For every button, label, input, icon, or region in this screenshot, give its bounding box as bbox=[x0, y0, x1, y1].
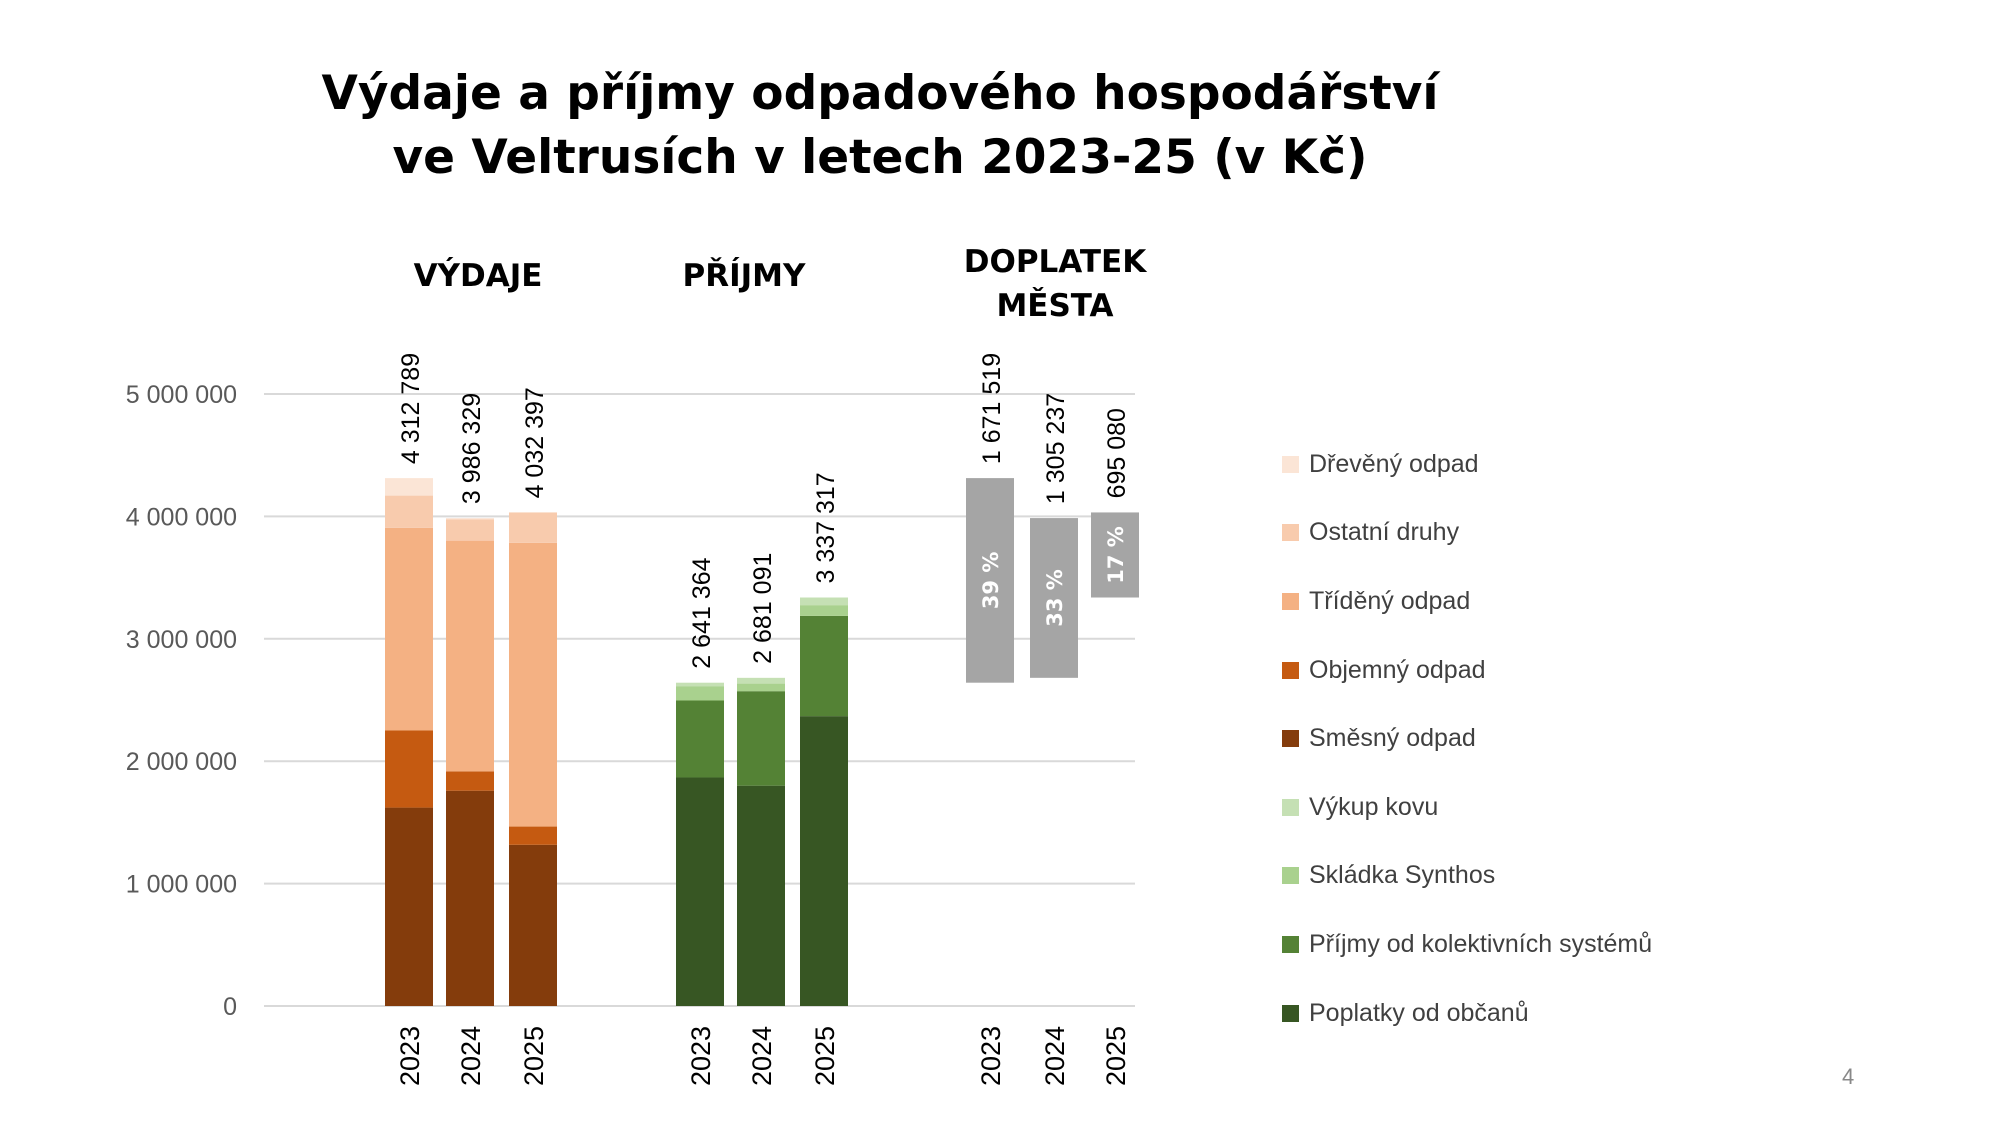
bar-total-label: 2 641 364 bbox=[688, 557, 716, 668]
x-tick-label: 2025 bbox=[519, 1026, 549, 1086]
bar-segment-poplatky-od-občanů bbox=[800, 716, 848, 1006]
bar-total-label: 4 312 789 bbox=[397, 353, 425, 464]
bar-total-label: 4 032 397 bbox=[521, 387, 549, 498]
bar-segment-příjmy-od-kolektivních-systémů bbox=[676, 700, 724, 778]
legend-label: Tříděný odpad bbox=[1309, 586, 1471, 615]
bar-segment-příjmy-od-kolektivních-systémů bbox=[800, 615, 848, 717]
bar-segment-poplatky-od-občanů bbox=[676, 777, 724, 1006]
chart-legend: Dřevěný odpad Ostatní druhy Tříděný odpad O… bbox=[1282, 430, 1652, 1047]
y-tick-label: 3 000 000 bbox=[126, 626, 237, 654]
bar-segment-objemný-odpad bbox=[446, 771, 494, 791]
chart-title-line-1: Výdaje a příjmy odpadového hospodářství bbox=[321, 66, 1439, 121]
chart-title-line-2: ve Veltrusích v letech 2023-25 (v Kč) bbox=[392, 130, 1368, 185]
section-header-doplatek-line-1: DOPLATEK bbox=[963, 244, 1147, 280]
bar-segment-skládka-synthos bbox=[737, 683, 785, 692]
y-tick-label: 5 000 000 bbox=[126, 381, 237, 409]
legend-label: Dřevěný odpad bbox=[1309, 449, 1479, 478]
bar-segment-objemný-odpad bbox=[509, 826, 557, 845]
legend-label: Poplatky od občanů bbox=[1309, 998, 1529, 1027]
x-tick-label: 2025 bbox=[1101, 1026, 1131, 1086]
section-header-doplatek: DOPLATEK MĚSTA bbox=[935, 240, 1175, 328]
x-tick-label: 2024 bbox=[747, 1026, 777, 1086]
legend-swatch bbox=[1282, 730, 1299, 748]
bar-segment-tříděný-odpad bbox=[509, 542, 557, 827]
bar-segment-poplatky-od-občanů bbox=[737, 785, 785, 1006]
legend-swatch bbox=[1282, 1004, 1299, 1022]
section-header-doplatek-line-2: MĚSTA bbox=[996, 288, 1114, 324]
legend-swatch bbox=[1282, 524, 1299, 542]
bar-segment-výkup-kovu bbox=[676, 682, 724, 687]
legend-item: Skládka Synthos bbox=[1282, 842, 1652, 911]
x-tick-label: 2023 bbox=[395, 1026, 425, 1086]
bar-percent-label: 39 % bbox=[979, 552, 1003, 610]
bar-percent-label: 17 % bbox=[1104, 526, 1128, 584]
legend-swatch bbox=[1282, 798, 1299, 816]
bar-segment-výkup-kovu bbox=[800, 597, 848, 606]
legend-item: Poplatky od občanů bbox=[1282, 979, 1652, 1048]
bar-total-label: 695 080 bbox=[1103, 408, 1131, 498]
page-number: 4 bbox=[1842, 1064, 1855, 1089]
legend-item: Tříděný odpad bbox=[1282, 567, 1652, 636]
legend-swatch bbox=[1282, 661, 1299, 679]
bar-segment-dřevěný-odpad bbox=[385, 478, 433, 496]
bar-segment-objemný-odpad bbox=[385, 730, 433, 808]
legend-item: Objemný odpad bbox=[1282, 636, 1652, 705]
bar-percent-label: 33 % bbox=[1043, 569, 1067, 627]
legend-label: Směsný odpad bbox=[1309, 724, 1476, 753]
legend-swatch bbox=[1282, 592, 1299, 610]
y-tick-label: 4 000 000 bbox=[126, 503, 237, 531]
y-tick-label: 1 000 000 bbox=[126, 871, 237, 899]
x-tick-label: 2024 bbox=[1040, 1026, 1070, 1086]
bar-total-label: 2 681 091 bbox=[749, 553, 777, 664]
bar-segment-ostatní-druhy bbox=[509, 512, 557, 543]
legend-swatch bbox=[1282, 867, 1299, 885]
legend-label: Příjmy od kolektivních systémů bbox=[1309, 929, 1653, 958]
legend-label: Skládka Synthos bbox=[1309, 861, 1496, 890]
chart-title: Výdaje a příjmy odpadového hospodářství … bbox=[280, 62, 1480, 190]
y-tick-label: 0 bbox=[223, 993, 237, 1021]
x-tick-label: 2024 bbox=[456, 1026, 486, 1086]
bar-doplatek bbox=[1030, 518, 1078, 678]
bar-segment-výkup-kovu bbox=[737, 677, 785, 684]
bar-total-label: 1 305 237 bbox=[1042, 393, 1070, 504]
legend-item: Ostatní druhy bbox=[1282, 499, 1652, 568]
y-tick-label: 2 000 000 bbox=[126, 748, 237, 776]
legend-swatch bbox=[1282, 455, 1299, 473]
x-tick-label: 2025 bbox=[810, 1026, 840, 1086]
legend-swatch bbox=[1282, 935, 1299, 953]
bar-segment-směsný-odpad bbox=[509, 844, 557, 1006]
bar-segment-dřevěný-odpad bbox=[446, 518, 494, 520]
legend-item: Směsný odpad bbox=[1282, 704, 1652, 773]
section-header-prijmy: PŘÍJMY bbox=[682, 258, 806, 294]
bar-segment-tříděný-odpad bbox=[385, 527, 433, 731]
legend-item: Výkup kovu bbox=[1282, 773, 1652, 842]
legend-item: Dřevěný odpad bbox=[1282, 430, 1652, 499]
bar-segment-ostatní-druhy bbox=[385, 495, 433, 528]
bar-total-label: 3 337 317 bbox=[812, 472, 840, 583]
bar-segment-směsný-odpad bbox=[446, 790, 494, 1006]
x-tick-label: 2023 bbox=[976, 1026, 1006, 1086]
legend-item: Příjmy od kolektivních systémů bbox=[1282, 910, 1652, 979]
bar-segment-tříděný-odpad bbox=[446, 540, 494, 772]
legend-label: Výkup kovu bbox=[1309, 792, 1439, 821]
bar-total-label: 3 986 329 bbox=[458, 393, 486, 504]
bar-total-label: 1 671 519 bbox=[978, 353, 1006, 464]
legend-label: Ostatní druhy bbox=[1309, 518, 1460, 547]
bar-segment-ostatní-druhy bbox=[446, 519, 494, 541]
x-tick-label: 2023 bbox=[686, 1026, 716, 1086]
bar-segment-směsný-odpad bbox=[385, 807, 433, 1006]
section-header-vydaje: VÝDAJE bbox=[413, 258, 543, 294]
bar-doplatek bbox=[966, 478, 1014, 683]
legend-label: Objemný odpad bbox=[1309, 655, 1486, 684]
bar-doplatek bbox=[1091, 512, 1139, 598]
bar-segment-příjmy-od-kolektivních-systémů bbox=[737, 691, 785, 786]
bar-segment-skládka-synthos bbox=[800, 605, 848, 616]
bar-segment-skládka-synthos bbox=[676, 686, 724, 701]
